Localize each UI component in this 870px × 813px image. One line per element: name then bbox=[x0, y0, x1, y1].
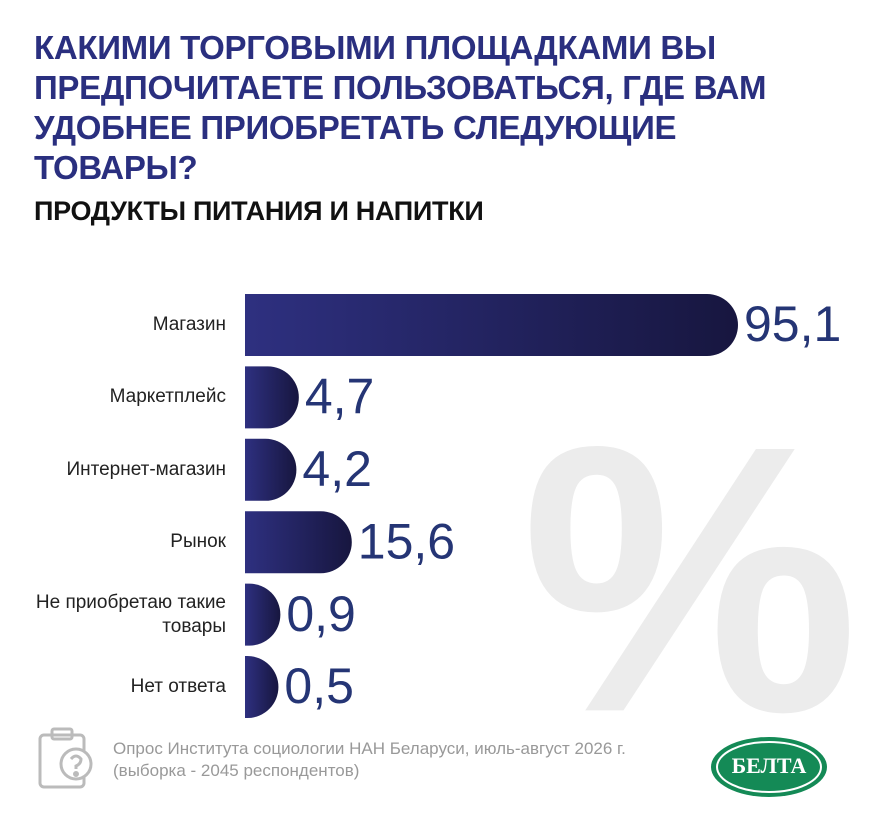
value-label: 4,2 bbox=[302, 441, 372, 497]
value-label: 95,1 bbox=[744, 296, 841, 352]
source: Опрос Института социологии НАН Беларуси,… bbox=[113, 738, 626, 782]
source-icon bbox=[38, 727, 93, 789]
category-label: Нет ответа bbox=[130, 676, 226, 697]
watermark: % bbox=[521, 366, 859, 791]
value-label: 4,7 bbox=[305, 369, 375, 425]
category-label: Не приобретаю такие товары bbox=[35, 591, 226, 637]
chart-subtitle: ПРОДУКТЫ ПИТАНИЯ И НАПИТКИ bbox=[34, 196, 484, 226]
category-label: Рынок bbox=[170, 531, 226, 553]
value-label: 0,5 bbox=[284, 658, 354, 714]
category-label: Магазин bbox=[152, 314, 226, 335]
logo: БЕЛТА bbox=[711, 737, 827, 797]
category-label: Интернет-магазин bbox=[66, 458, 226, 480]
source-line: (выборка - 2045 респондентов) bbox=[113, 761, 360, 780]
source-line: Опрос Института социологии НАН Беларуси,… bbox=[113, 739, 626, 758]
bar bbox=[245, 294, 738, 356]
bar bbox=[245, 438, 297, 501]
category-label: Маркетплейс bbox=[109, 386, 226, 408]
bar bbox=[245, 656, 279, 718]
logo-text: БЕЛТА bbox=[732, 753, 807, 778]
value-label: 15,6 bbox=[358, 513, 455, 569]
bar bbox=[245, 583, 281, 646]
bar bbox=[245, 366, 299, 429]
value-label: 0,9 bbox=[286, 586, 356, 642]
chart-title: КАКИМИ ТОРГОВЫМИ ПЛОЩАДКАМИ ВЫ ПРЕДПОЧИТ… bbox=[34, 29, 767, 186]
bar bbox=[245, 511, 352, 574]
